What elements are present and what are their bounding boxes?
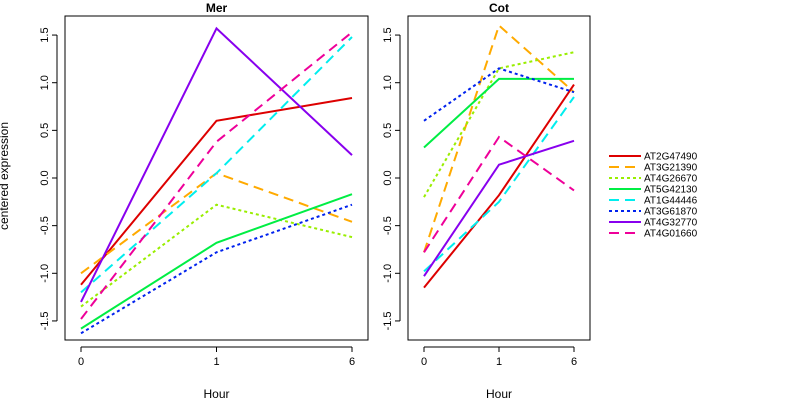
legend-item: AT3G21390 — [609, 163, 698, 174]
y-tick-label: 1.5 — [39, 27, 51, 42]
x-tick-label: 6 — [571, 356, 577, 368]
x-tick-label: 0 — [421, 356, 427, 368]
series-line-at3g21390 — [80, 172, 353, 275]
panel-cot: Cot -1.5 -1.0 -0.5 0.0 0.5 1.0 1.5 0 1 6 Hour — [382, 1, 591, 400]
y-tick-label: 1.5 — [382, 27, 394, 42]
legend-label: AT4G01660 — [644, 229, 698, 240]
y-tick-label: -1.0 — [382, 264, 394, 283]
x-axis-title: Hour — [486, 387, 512, 400]
series-line-at3g21390 — [423, 23, 575, 253]
y-tick-label: 1.0 — [382, 75, 394, 90]
legend: AT2G47490AT3G21390AT4G26670AT5G42130AT1G… — [609, 152, 698, 240]
legend-item: AT4G01660 — [609, 229, 698, 240]
series-line-at2g47490 — [423, 84, 575, 289]
series-line-at4g01660 — [80, 31, 353, 320]
series-line-at2g47490 — [80, 97, 353, 286]
series-line-at1g44446 — [80, 36, 353, 294]
y-tick-label: -1.5 — [39, 311, 51, 330]
legend-item: AT4G26670 — [609, 174, 698, 185]
legend-item: AT1G44446 — [609, 196, 698, 207]
legend-item: AT4G32770 — [609, 218, 698, 229]
legend-item: AT2G47490 — [609, 152, 698, 163]
series-line-at5g42130 — [80, 193, 353, 330]
legend-label: AT3G21390 — [644, 163, 698, 174]
series-line-at3g61870 — [423, 67, 575, 122]
x-tick-label: 6 — [349, 356, 355, 368]
y-tick-label: 1.0 — [39, 75, 51, 90]
y-tick-label: 0.0 — [39, 170, 51, 185]
y-axis-title: centered expression — [0, 122, 11, 230]
series-line-at4g01660 — [423, 135, 575, 253]
legend-label: AT3G61870 — [644, 207, 698, 218]
plot-frame — [407, 15, 591, 341]
series-line-at4g26670 — [80, 203, 353, 308]
y-tick-label: -0.5 — [39, 216, 51, 235]
y-tick-label: 0.5 — [39, 123, 51, 138]
y-tick-label: -1.0 — [39, 264, 51, 283]
x-axis-title: Hour — [203, 387, 229, 400]
y-tick-label: -0.5 — [382, 216, 394, 235]
y-tick-label: 0.0 — [382, 170, 394, 185]
panel-mer: Mer -1.5 -1.0 -0.5 0.0 0.5 1.0 1.5 0 1 6 Hour — [39, 1, 369, 400]
legend-item: AT5G42130 — [609, 185, 698, 196]
series-line-at4g32770 — [423, 139, 575, 277]
series-line-at5g42130 — [423, 77, 574, 149]
legend-label: AT4G26670 — [644, 174, 698, 185]
series-line-at4g32770 — [80, 26, 353, 303]
panel-title: Cot — [489, 1, 509, 15]
panel-title: Mer — [206, 1, 228, 15]
legend-item: AT3G61870 — [609, 207, 698, 218]
x-tick-label: 1 — [496, 356, 502, 368]
y-tick-label: -1.5 — [382, 311, 394, 330]
legend-label: AT4G32770 — [644, 218, 698, 229]
x-tick-label: 1 — [213, 356, 219, 368]
series-line-at4g26670 — [423, 51, 575, 198]
plot-frame — [64, 15, 369, 341]
series-line-at1g44446 — [423, 96, 575, 273]
series-line-at3g61870 — [80, 203, 353, 335]
y-tick-label: 0.5 — [382, 123, 394, 138]
legend-label: AT1G44446 — [644, 196, 698, 207]
legend-label: AT5G42130 — [644, 185, 698, 196]
legend-label: AT2G47490 — [644, 152, 698, 163]
x-tick-label: 0 — [78, 356, 84, 368]
